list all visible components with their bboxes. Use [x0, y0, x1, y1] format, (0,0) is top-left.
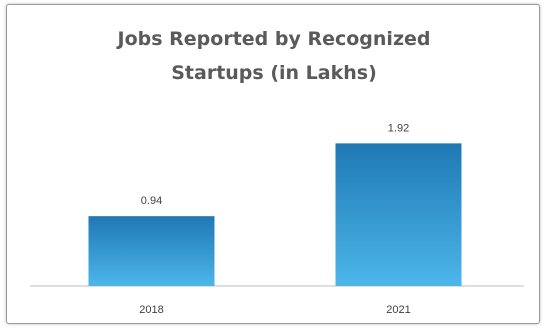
data-label-2018: 0.94: [141, 195, 162, 207]
bar-2021: [335, 143, 462, 286]
chart-title-line-1: Jobs Reported by Recognized: [117, 28, 431, 50]
bar-2018: [88, 216, 215, 286]
x-tick-label-2018: 2018: [139, 304, 163, 316]
x-tick-label-2021: 2021: [386, 304, 410, 316]
data-label-2021: 1.92: [388, 122, 409, 134]
chart-title-line-2: Startups (in Lakhs): [171, 62, 377, 84]
